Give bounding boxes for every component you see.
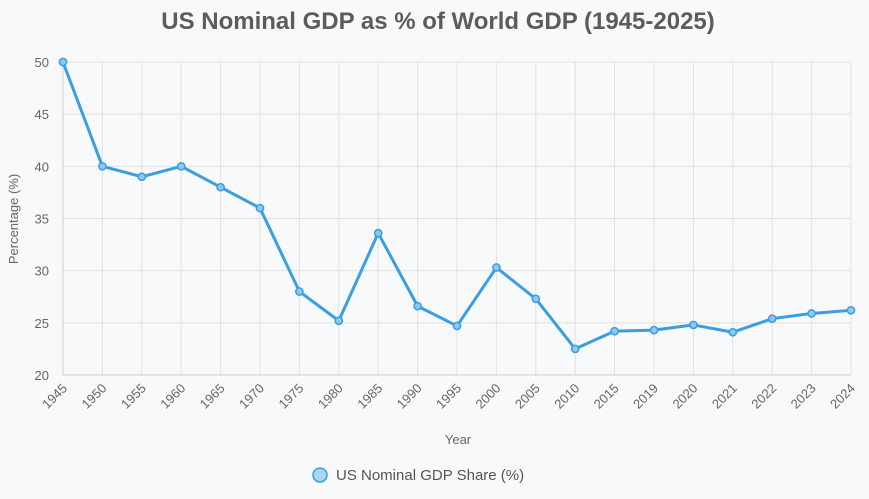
x-tick-label: 2015: [591, 381, 622, 412]
data-point[interactable]: [767, 314, 777, 324]
y-tick-label: 35: [35, 212, 49, 227]
y-tick-label: 30: [35, 264, 49, 279]
data-point[interactable]: [689, 320, 698, 330]
legend-label: US Nominal GDP Share (%): [336, 467, 524, 484]
y-tick-label: 50: [35, 55, 49, 70]
x-tick-label: 1985: [354, 381, 385, 412]
y-tick-label: 25: [35, 316, 49, 331]
series-group: [58, 57, 856, 354]
x-tick-label: 1955: [118, 381, 149, 412]
legend-marker: [312, 467, 328, 483]
data-point[interactable]: [728, 327, 738, 337]
data-point[interactable]: [807, 309, 816, 318]
x-tick-label: 2024: [827, 381, 858, 412]
data-point[interactable]: [452, 321, 462, 331]
y-axis-label: Percentage (%): [6, 174, 21, 264]
x-tick-label: 2023: [788, 381, 819, 412]
legend[interactable]: US Nominal GDP Share (%): [312, 467, 524, 484]
data-point[interactable]: [98, 161, 107, 171]
data-point[interactable]: [649, 325, 659, 335]
data-point[interactable]: [255, 203, 265, 213]
x-tick-label: 1990: [394, 381, 425, 412]
y-axis-ticks: 20 25 30 35 40 45 50: [35, 55, 49, 383]
x-tick-label: 2005: [512, 381, 543, 412]
data-point[interactable]: [846, 305, 856, 315]
x-axis-label: Year: [445, 432, 472, 447]
x-tick-label: 1950: [78, 381, 109, 412]
data-point[interactable]: [413, 301, 422, 311]
data-point[interactable]: [570, 344, 580, 354]
y-tick-label: 40: [35, 159, 49, 174]
grid-lines: [62, 61, 852, 376]
data-point[interactable]: [58, 57, 68, 67]
x-tick-label: 1970: [236, 381, 267, 412]
x-tick-label: 2022: [748, 381, 779, 412]
data-point[interactable]: [295, 287, 304, 296]
data-point[interactable]: [137, 172, 147, 182]
y-tick-label: 20: [35, 368, 49, 383]
x-tick-label: 1960: [157, 381, 188, 412]
data-point[interactable]: [334, 316, 344, 326]
data-point[interactable]: [492, 263, 501, 272]
data-point[interactable]: [176, 161, 186, 171]
data-point[interactable]: [610, 326, 619, 336]
x-tick-label: 2021: [709, 381, 740, 412]
x-tick-label: 1945: [39, 381, 70, 412]
x-tick-label: 2020: [669, 381, 700, 412]
x-tick-label: 1980: [315, 381, 346, 412]
x-tick-label: 2000: [472, 381, 503, 412]
data-point[interactable]: [373, 228, 383, 238]
x-axis-ticks: 1945 1950 1955 1960 1965 1970 1975 1980 1985 1990…: [39, 381, 858, 412]
x-tick-label: 1995: [433, 381, 464, 412]
chart-title: US Nominal GDP as % of World GDP (1945-2…: [161, 8, 715, 35]
x-tick-label: 1975: [275, 381, 306, 412]
data-point[interactable]: [216, 182, 225, 192]
y-tick-label: 45: [35, 107, 49, 122]
x-tick-label: 2019: [630, 381, 661, 412]
x-tick-label: 2010: [551, 381, 582, 412]
data-point[interactable]: [531, 294, 541, 304]
x-tick-label: 1965: [197, 381, 228, 412]
